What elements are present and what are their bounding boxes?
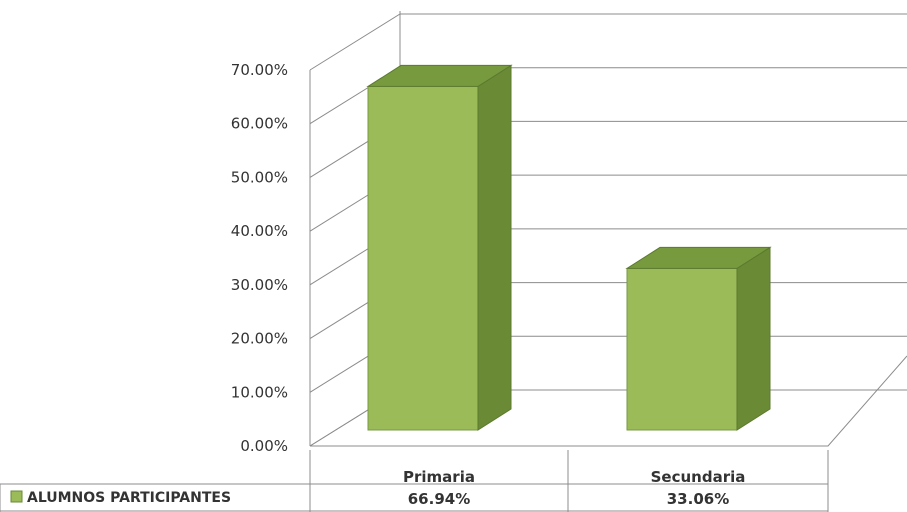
legend-swatch [10, 490, 23, 503]
y-tick-label: 60.00% [231, 115, 288, 133]
data-table-value-secundaria: 33.06% [667, 490, 729, 508]
y-tick-label: 0.00% [240, 437, 288, 455]
y-tick-label: 70.00% [231, 61, 288, 79]
y-axis-ticks: 0.00% 10.00% 20.00% 30.00% 40.00% 50.00% 60.00… [231, 61, 288, 455]
bars [366, 64, 772, 431]
bar-side [477, 64, 512, 431]
y-tick-label: 40.00% [231, 222, 288, 240]
floor-front-edge [310, 355, 907, 447]
data-table-value-primaria: 66.94% [408, 490, 470, 508]
y-tick-label: 50.00% [231, 168, 288, 186]
y-tick-label: 10.00% [231, 383, 288, 401]
y-tick-label: 20.00% [231, 330, 288, 348]
category-label-primaria: Primaria [403, 468, 475, 486]
gridline [309, 13, 907, 71]
bar-front [626, 267, 738, 431]
bar-front [367, 85, 479, 431]
bar-side [736, 246, 771, 431]
legend-series-name: ALUMNOS PARTICIPANTES [27, 490, 231, 506]
bar-secundaria [625, 246, 772, 431]
y-tick-label: 30.00% [231, 276, 288, 294]
category-label-secundaria: Secundaria [651, 468, 746, 486]
data-table: Primaria Secundaria ALUMNOS PARTICIPANTE… [0, 450, 829, 512]
bar-top [366, 64, 513, 87]
bar-primaria [366, 64, 513, 431]
bar-top [625, 246, 772, 269]
